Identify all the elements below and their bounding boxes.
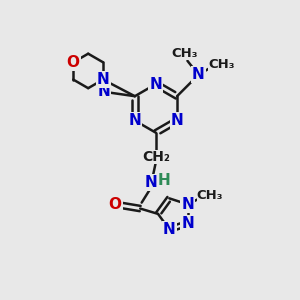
Text: N: N [192, 67, 205, 82]
Text: N: N [150, 76, 162, 92]
Text: O: O [109, 197, 122, 212]
Text: N: N [97, 72, 110, 87]
Text: N: N [128, 113, 141, 128]
Text: N: N [181, 197, 194, 212]
Text: H: H [158, 172, 170, 188]
Text: N: N [163, 222, 176, 237]
Text: CH₃: CH₃ [196, 189, 223, 202]
Text: N: N [181, 216, 194, 231]
Text: N: N [171, 113, 183, 128]
Text: CH₃: CH₃ [208, 58, 235, 71]
Text: N: N [97, 84, 110, 99]
Text: CH₃: CH₃ [172, 47, 198, 61]
Text: O: O [67, 55, 80, 70]
Text: CH₂: CH₂ [142, 150, 170, 164]
Text: N: N [145, 175, 158, 190]
